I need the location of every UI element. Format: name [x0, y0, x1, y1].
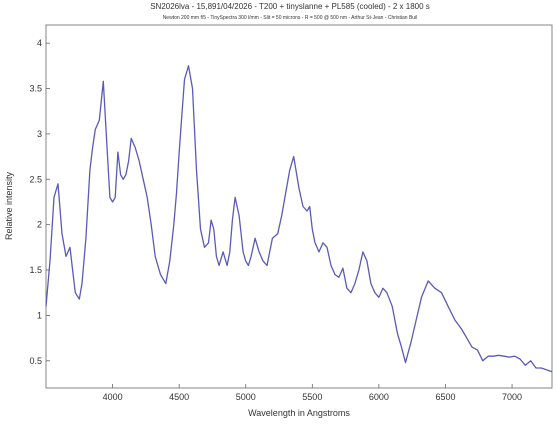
y-axis: 0.5 1 1.5 2 2.5 3 3.5 4	[29, 38, 50, 366]
x-tick-label: 7000	[502, 392, 522, 402]
plot-frame	[45, 24, 553, 389]
x-tick-label: 5000	[236, 392, 256, 402]
x-tick-label: 4500	[169, 392, 189, 402]
chart-subtitle: Newton 200 mm f/5 - TinySpectra 300 l/mm…	[163, 15, 418, 21]
x-tick-label: 6000	[369, 392, 389, 402]
y-tick-label: 1.5	[29, 265, 42, 275]
y-tick-label: 2.5	[29, 174, 42, 184]
y-tick-label: 4	[37, 38, 42, 48]
series-group	[45, 65, 553, 373]
y-tick-label: 3	[37, 129, 42, 139]
y-tick-label: 0.5	[29, 356, 42, 366]
y-axis-label: Relative intensity	[4, 171, 14, 240]
spectrum-line	[45, 65, 553, 373]
x-tick-label: 4000	[103, 392, 123, 402]
x-tick-label: 5500	[302, 392, 322, 402]
y-tick-label: 2	[37, 220, 42, 230]
x-tick-label: 6500	[435, 392, 455, 402]
chart-title: SN2026lva - 15,891/04/2026 - T200 + tiny…	[150, 2, 430, 11]
x-axis: 4000 4500 5000 5500 6000 6500 7000	[103, 384, 522, 402]
y-tick-label: 3.5	[29, 84, 42, 94]
y-tick-label: 1	[37, 310, 42, 320]
x-axis-label: Wavelength in Angstroms	[248, 408, 350, 418]
